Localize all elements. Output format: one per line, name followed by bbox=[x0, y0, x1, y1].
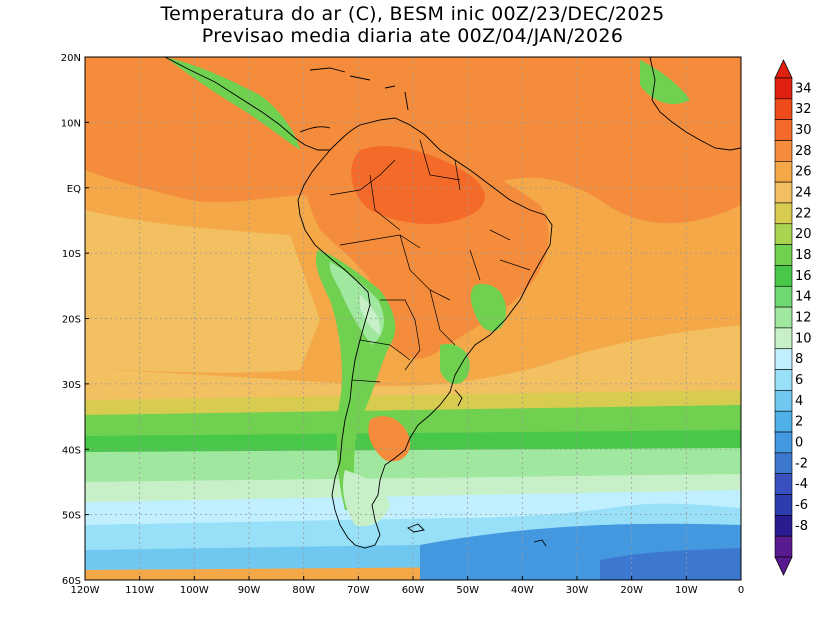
axis-ticks bbox=[84, 56, 742, 581]
colorbar-level-label: 0 bbox=[795, 435, 803, 450]
colorbar-level-label: 24 bbox=[795, 186, 812, 201]
colorbar-swatch bbox=[774, 244, 793, 266]
colorbar-swatch bbox=[774, 369, 793, 391]
lat-label: 60S bbox=[62, 576, 81, 587]
colorbar-swatch bbox=[774, 306, 793, 329]
lon-label: 0 bbox=[738, 585, 744, 596]
lon-label: 50W bbox=[456, 585, 479, 596]
lat-label: 40S bbox=[62, 445, 81, 456]
colorbar-swatch bbox=[774, 265, 793, 287]
colorbar-swatch bbox=[774, 431, 793, 454]
lon-label: 80W bbox=[292, 585, 315, 596]
lat-label: 10S bbox=[62, 249, 81, 260]
caribbean-coast bbox=[299, 126, 331, 133]
colorbar-swatch bbox=[774, 535, 793, 558]
colorbar-level-label: 4 bbox=[795, 394, 803, 409]
field-land-hotter bbox=[351, 146, 485, 225]
colorbar-level-label: 16 bbox=[795, 269, 812, 284]
map-title: Temperatura do ar (C), BESM inic 00Z/23/… bbox=[160, 3, 665, 25]
colorbar-level-label: 28 bbox=[795, 144, 812, 159]
colorbar-swatch bbox=[774, 515, 793, 537]
lat-label: EQ bbox=[67, 184, 81, 195]
field-central-america-green bbox=[165, 57, 300, 150]
colorbar-level-label: 12 bbox=[795, 311, 812, 326]
colorbar-swatch bbox=[774, 202, 793, 225]
colorbar-level-label: 14 bbox=[795, 290, 812, 305]
lat-label: 20N bbox=[61, 53, 81, 64]
lon-label: 110W bbox=[125, 585, 154, 596]
colorbar-swatch bbox=[774, 494, 793, 516]
colorbar-swatch bbox=[774, 98, 793, 120]
colorbar-swatch bbox=[774, 473, 793, 495]
colorbar-swatch bbox=[774, 452, 793, 474]
field-africa-green bbox=[640, 60, 690, 105]
colorbar-level-label: -6 bbox=[795, 498, 808, 513]
colorbar-swatch bbox=[774, 285, 793, 308]
colorbar-level-label: -2 bbox=[795, 456, 808, 471]
colorbar-level-label: -4 bbox=[795, 477, 808, 492]
lon-label: 90W bbox=[238, 585, 261, 596]
colorbar-bottom-arrow bbox=[774, 556, 793, 576]
coastlines bbox=[164, 57, 741, 549]
south-america-coast bbox=[297, 117, 553, 549]
colorbar-top-arrow bbox=[774, 59, 793, 79]
field-brazil-green bbox=[470, 284, 506, 332]
colorbar-level-label: 32 bbox=[795, 102, 812, 117]
field-mild-pacific bbox=[85, 210, 320, 373]
lat-lon-grid bbox=[85, 57, 741, 580]
colorbar-level-label: 6 bbox=[795, 373, 803, 388]
latitude-labels: 20N 10N EQ 10S 20S 30S 40S 50S 60S bbox=[61, 53, 81, 587]
lat-label: 30S bbox=[62, 380, 81, 391]
caribbean-islands bbox=[309, 67, 409, 111]
colorbar-level-label: 8 bbox=[795, 352, 803, 367]
africa-coast bbox=[649, 57, 741, 151]
lon-label: 20W bbox=[620, 585, 643, 596]
lon-label: 10W bbox=[675, 585, 698, 596]
colorbar-level-label: 34 bbox=[795, 81, 812, 96]
lat-label: 10N bbox=[61, 118, 81, 129]
colorbar-swatch bbox=[774, 140, 793, 162]
south-georgia bbox=[533, 539, 547, 547]
colorbar-swatch bbox=[774, 181, 793, 204]
colorbar-swatch bbox=[774, 390, 793, 412]
field-south-brazil-green bbox=[440, 344, 470, 385]
colorbar-swatch bbox=[774, 223, 793, 245]
colorbar-swatch bbox=[774, 327, 793, 350]
lon-label: 60W bbox=[402, 585, 425, 596]
field-andes-pale bbox=[360, 295, 381, 335]
colorbar-swatch bbox=[774, 161, 793, 183]
colorbar-level-label: 30 bbox=[795, 123, 812, 138]
colorbar-level-label: 22 bbox=[795, 206, 812, 221]
colorbar-level-label: 18 bbox=[795, 248, 812, 263]
colorbar-level-label: 20 bbox=[795, 227, 812, 242]
colorbar-swatch bbox=[774, 410, 793, 433]
longitude-labels: 120W 110W 100W 90W 80W 70W 60W 50W 40W 30W 20W 10W 0 bbox=[71, 585, 745, 596]
central-america-coast bbox=[164, 57, 330, 151]
colorbar-swatch bbox=[774, 77, 793, 100]
south-brazil-lagoon bbox=[454, 389, 463, 407]
field-darkblue-band bbox=[600, 548, 741, 580]
lon-label: 40W bbox=[511, 585, 534, 596]
colorbar-swatch bbox=[774, 119, 793, 141]
colorbar-level-label: 10 bbox=[795, 331, 812, 346]
colorbar-swatch bbox=[774, 348, 793, 370]
field-mild-south bbox=[85, 325, 741, 405]
colorbar-level-label: -8 bbox=[795, 519, 808, 534]
colorbar-level-label: 26 bbox=[795, 165, 812, 180]
lat-label: 50S bbox=[62, 511, 81, 522]
lon-label: 30W bbox=[566, 585, 589, 596]
colorbar-level-label: 2 bbox=[795, 415, 803, 430]
country-borders bbox=[329, 139, 531, 383]
map-subtitle: Previsao media diaria ate 00Z/04/JAN/202… bbox=[201, 25, 624, 47]
lon-label: 120W bbox=[71, 585, 100, 596]
field-argentina-hot bbox=[368, 416, 411, 462]
field-patagonia-pale bbox=[343, 470, 390, 527]
falkland-islands bbox=[407, 523, 425, 533]
lon-label: 70W bbox=[347, 585, 370, 596]
lat-label: 20S bbox=[62, 315, 81, 326]
lon-label: 100W bbox=[180, 585, 209, 596]
